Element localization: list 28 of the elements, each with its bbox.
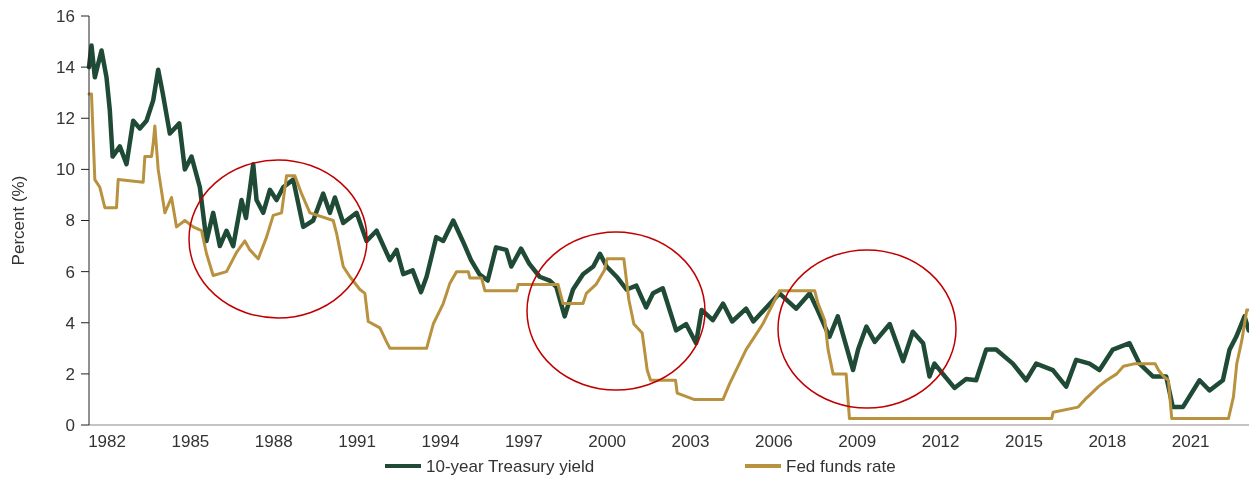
line-series <box>87 92 1249 421</box>
x-tick-label: 1988 <box>254 432 293 451</box>
y-tick-label: 2 <box>65 364 75 384</box>
y-tick-label: 6 <box>65 262 75 282</box>
x-tick-label: 2003 <box>671 432 710 451</box>
x-tick-label: 2012 <box>921 432 960 451</box>
x-tick-label: 1994 <box>421 432 460 451</box>
y-tick-label: 10 <box>56 160 75 180</box>
y-tick-label: 14 <box>56 58 75 78</box>
line-series <box>86 43 1249 410</box>
x-tick-label: 1982 <box>88 432 126 451</box>
x-tick-label: 1985 <box>171 432 210 451</box>
x-tick-label: 2018 <box>1088 432 1127 451</box>
x-tick-label: 2000 <box>588 432 627 451</box>
x-tick-label: 1991 <box>338 432 377 451</box>
x-tick-label: 2009 <box>838 432 877 451</box>
x-tick-label: 2015 <box>1005 432 1043 451</box>
y-tick-label: 16 <box>56 6 75 26</box>
y-axis-title: Percent (%) <box>9 175 28 266</box>
x-tick-label: 1997 <box>504 432 543 451</box>
y-tick-label: 0 <box>65 415 75 435</box>
x-tick-label: 2021 <box>1171 432 1210 451</box>
legend-label: Fed funds rate <box>786 456 896 476</box>
y-tick-label: 4 <box>65 313 75 333</box>
y-tick-label: 8 <box>65 211 75 231</box>
y-tick-label: 12 <box>56 109 75 129</box>
legend-label: 10-year Treasury yield <box>426 456 595 476</box>
x-tick-label: 2006 <box>754 432 793 451</box>
